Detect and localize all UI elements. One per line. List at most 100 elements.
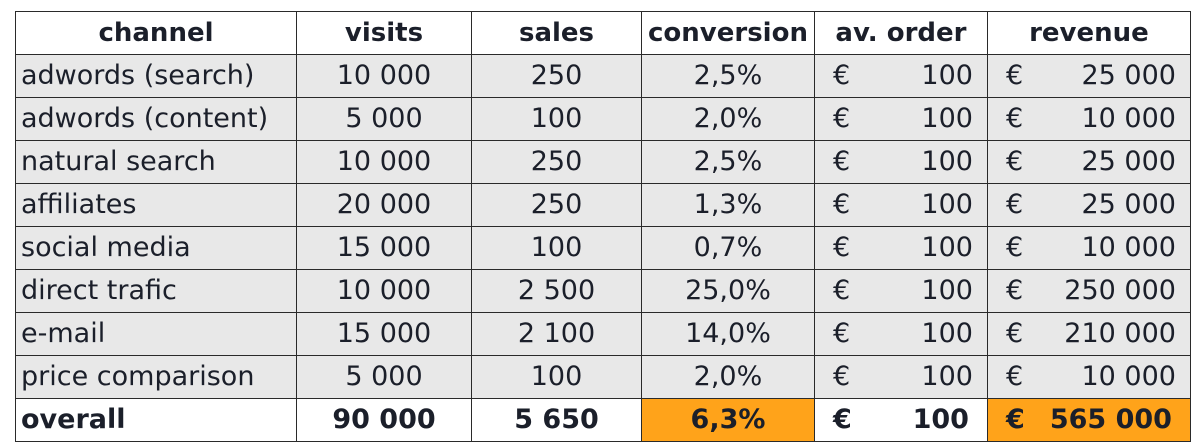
header-visits: visits <box>296 11 472 55</box>
channel-cell: price comparison <box>15 355 297 399</box>
av-order-cell: €100 <box>813 312 988 356</box>
visits-cell: 15 000 <box>296 226 472 270</box>
revenue-value: 10 000 <box>1081 232 1176 263</box>
conversion-cell: 0,7% <box>641 226 815 270</box>
revenue-value: 250 000 <box>1064 275 1176 306</box>
sales-cell: 2 100 <box>471 312 642 356</box>
table-row: social media 15 000 100 0,7% €100 €10 00… <box>15 226 1191 270</box>
sales-cell: 2 500 <box>471 269 642 313</box>
currency-symbol: € <box>832 404 852 435</box>
currency-symbol: € <box>1005 275 1024 306</box>
channel-cell: adwords (search) <box>15 54 297 98</box>
currency-symbol: € <box>832 361 851 392</box>
channel-revenue-table: channel visits sales conversion av. orde… <box>15 11 1191 442</box>
channel-cell: natural search <box>15 140 297 184</box>
av-order-value: 100 <box>921 232 973 263</box>
table-row: affiliates 20 000 250 1,3% €100 €25 000 <box>15 183 1191 227</box>
table-row: price comparison 5 000 100 2,0% €100 €10… <box>15 355 1191 399</box>
currency-symbol: € <box>1005 146 1024 177</box>
currency-symbol: € <box>832 275 851 306</box>
av-order-value: 100 <box>921 318 973 349</box>
currency-symbol: € <box>1005 60 1024 91</box>
header-av-order: av. order <box>813 11 988 55</box>
table-row: adwords (search) 10 000 250 2,5% €100 €2… <box>15 54 1191 98</box>
visits-cell: 5 000 <box>296 97 472 141</box>
currency-symbol: € <box>832 318 851 349</box>
total-revenue-value: 565 000 <box>1049 404 1172 435</box>
channel-cell: e-mail <box>15 312 297 356</box>
table-row: direct trafic 10 000 2 500 25,0% €100 €2… <box>15 269 1191 313</box>
channel-cell: direct trafic <box>15 269 297 313</box>
sales-cell: 100 <box>471 355 642 399</box>
sales-cell: 250 <box>471 140 642 184</box>
conversion-cell: 2,5% <box>641 140 815 184</box>
visits-cell: 20 000 <box>296 183 472 227</box>
revenue-value: 25 000 <box>1081 146 1176 177</box>
currency-symbol: € <box>1005 404 1025 435</box>
av-order-cell: €100 <box>813 355 988 399</box>
currency-symbol: € <box>832 189 851 220</box>
total-channel-cell: overall <box>15 398 297 442</box>
total-av-order-cell: €100 <box>813 398 988 442</box>
channel-cell: affiliates <box>15 183 297 227</box>
conversion-cell: 25,0% <box>641 269 815 313</box>
revenue-value: 10 000 <box>1081 103 1176 134</box>
currency-symbol: € <box>1005 189 1024 220</box>
av-order-cell: €100 <box>813 97 988 141</box>
sales-cell: 250 <box>471 54 642 98</box>
av-order-value: 100 <box>921 60 973 91</box>
currency-symbol: € <box>832 103 851 134</box>
av-order-value: 100 <box>921 189 973 220</box>
visits-cell: 5 000 <box>296 355 472 399</box>
conversion-cell: 2,0% <box>641 97 815 141</box>
av-order-value: 100 <box>921 103 973 134</box>
total-av-order-value: 100 <box>912 404 969 435</box>
total-visits-cell: 90 000 <box>296 398 472 442</box>
table-row: e-mail 15 000 2 100 14,0% €100 €210 000 <box>15 312 1191 356</box>
av-order-cell: €100 <box>813 183 988 227</box>
currency-symbol: € <box>832 60 851 91</box>
currency-symbol: € <box>1005 232 1024 263</box>
header-conversion: conversion <box>641 11 815 55</box>
total-row: overall 90 000 5 650 6,3% €100 €565 000 <box>15 398 1191 442</box>
total-sales-cell: 5 650 <box>471 398 642 442</box>
conversion-cell: 14,0% <box>641 312 815 356</box>
currency-symbol: € <box>1005 361 1024 392</box>
total-revenue-cell: €565 000 <box>986 398 1191 442</box>
conversion-cell: 2,5% <box>641 54 815 98</box>
revenue-value: 210 000 <box>1064 318 1176 349</box>
revenue-value: 25 000 <box>1081 60 1176 91</box>
header-sales: sales <box>471 11 642 55</box>
revenue-value: 25 000 <box>1081 189 1176 220</box>
channel-cell: adwords (content) <box>15 97 297 141</box>
currency-symbol: € <box>832 232 851 263</box>
visits-cell: 10 000 <box>296 269 472 313</box>
header-channel: channel <box>15 11 297 55</box>
visits-cell: 10 000 <box>296 140 472 184</box>
revenue-cell: €10 000 <box>986 355 1191 399</box>
revenue-cell: €250 000 <box>986 269 1191 313</box>
av-order-cell: €100 <box>813 226 988 270</box>
av-order-value: 100 <box>921 361 973 392</box>
av-order-cell: €100 <box>813 269 988 313</box>
revenue-value: 10 000 <box>1081 361 1176 392</box>
visits-cell: 15 000 <box>296 312 472 356</box>
table-row: natural search 10 000 250 2,5% €100 €25 … <box>15 140 1191 184</box>
header-revenue: revenue <box>986 11 1191 55</box>
revenue-cell: €210 000 <box>986 312 1191 356</box>
av-order-cell: €100 <box>813 140 988 184</box>
table-row: adwords (content) 5 000 100 2,0% €100 €1… <box>15 97 1191 141</box>
revenue-cell: €10 000 <box>986 226 1191 270</box>
header-row: channel visits sales conversion av. orde… <box>15 11 1191 55</box>
channel-cell: social media <box>15 226 297 270</box>
sales-cell: 100 <box>471 97 642 141</box>
revenue-cell: €25 000 <box>986 183 1191 227</box>
av-order-cell: €100 <box>813 54 988 98</box>
conversion-cell: 2,0% <box>641 355 815 399</box>
total-conversion-cell: 6,3% <box>641 398 815 442</box>
currency-symbol: € <box>832 146 851 177</box>
revenue-cell: €25 000 <box>986 140 1191 184</box>
revenue-cell: €10 000 <box>986 97 1191 141</box>
sales-cell: 100 <box>471 226 642 270</box>
currency-symbol: € <box>1005 318 1024 349</box>
